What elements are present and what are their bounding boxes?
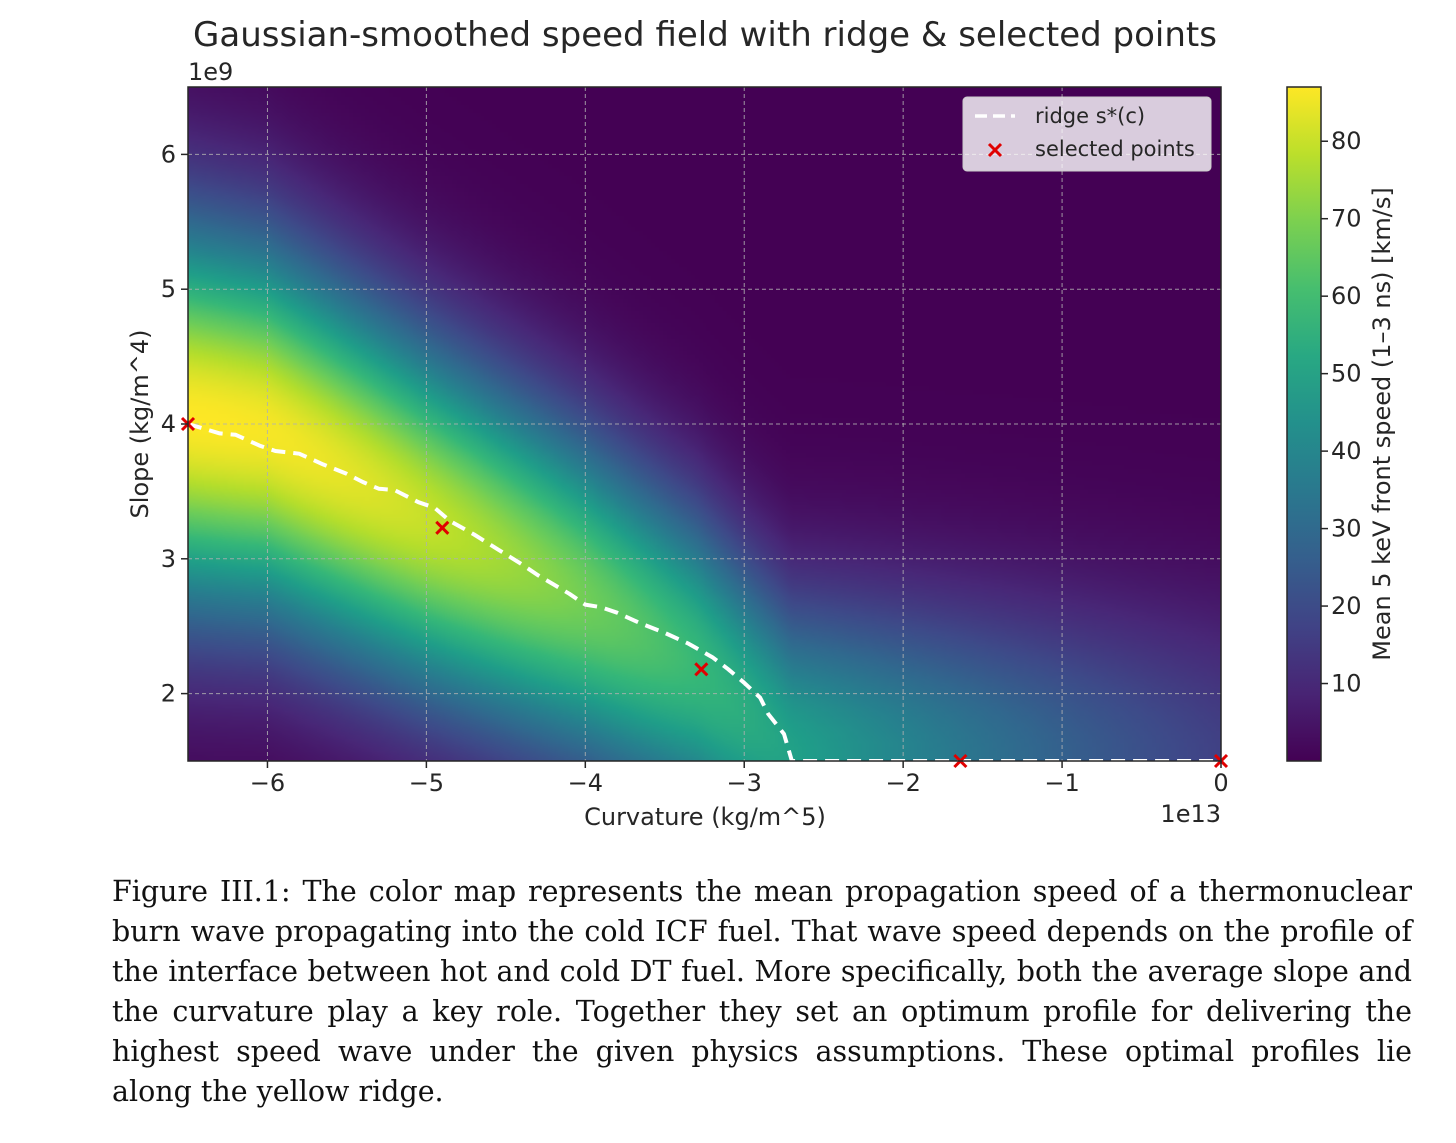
colorbar-tick-label: 30 (1331, 515, 1362, 543)
y-axis: 2 3 4 5 6 (161, 140, 188, 708)
y-tick-label: 6 (161, 140, 176, 168)
colorbar-tick-label: 60 (1331, 282, 1362, 310)
legend-box (962, 96, 1212, 172)
ridge-line (187, 422, 1221, 763)
colorbar-ticks: 10 20 30 40 50 60 70 80 (1321, 127, 1362, 698)
colorbar-tick-label: 40 (1331, 437, 1362, 465)
legend: ridge s*(c) selected points (962, 96, 1212, 172)
colorbar-tick-label: 70 (1331, 205, 1362, 233)
colorbar-tick-label: 50 (1331, 360, 1362, 388)
colorbar (1286, 86, 1322, 762)
x-tick-label: −4 (568, 769, 603, 797)
y-tick-label: 3 (161, 545, 176, 573)
figure: Gaussian-smoothed speed field with ridge… (126, 15, 1396, 831)
heatmap (188, 87, 1221, 761)
x-axis: −6 −5 −4 −3 −2 −1 0 (250, 761, 1229, 797)
colorbar-tick-label: 80 (1331, 127, 1362, 155)
marker-stroke (694, 662, 709, 677)
x-tick-label: −1 (1044, 769, 1079, 797)
colorbar-label: Mean 5 keV front speed (1–3 ns) [km/s] (1368, 187, 1396, 660)
x-multiplier-label: 1e13 (1160, 800, 1221, 828)
x-tick-label: 0 (1213, 769, 1228, 797)
x-axis-label: Curvature (kg/m^5) (584, 803, 826, 831)
chart-title: Gaussian-smoothed speed field with ridge… (193, 15, 1217, 55)
chart-svg: Gaussian-smoothed speed field with ridge… (126, 15, 1396, 831)
y-tick-label: 4 (161, 410, 176, 438)
x-tick-label: −5 (409, 769, 444, 797)
y-tick-label: 2 (161, 680, 176, 708)
figure-caption: Figure III.1: The color map represents t… (112, 875, 1412, 1108)
y-tick-label: 5 (161, 275, 176, 303)
colorbar-tick-label: 10 (1331, 670, 1362, 698)
selected-point-marker (435, 520, 450, 535)
legend-points-swatch (987, 142, 1003, 158)
x-tick-label: −2 (885, 769, 920, 797)
legend-points-label: selected points (1035, 137, 1195, 161)
x-tick-label: −3 (727, 769, 762, 797)
selected-point-marker (694, 662, 709, 677)
marker-stroke (435, 520, 450, 535)
legend-ridge-label: ridge s*(c) (1035, 104, 1145, 128)
x-tick-label: −6 (250, 769, 285, 797)
colorbar-tick-label: 20 (1331, 592, 1362, 620)
y-multiplier-label: 1e9 (188, 58, 233, 86)
y-axis-label: Slope (kg/m^4) (126, 330, 154, 519)
